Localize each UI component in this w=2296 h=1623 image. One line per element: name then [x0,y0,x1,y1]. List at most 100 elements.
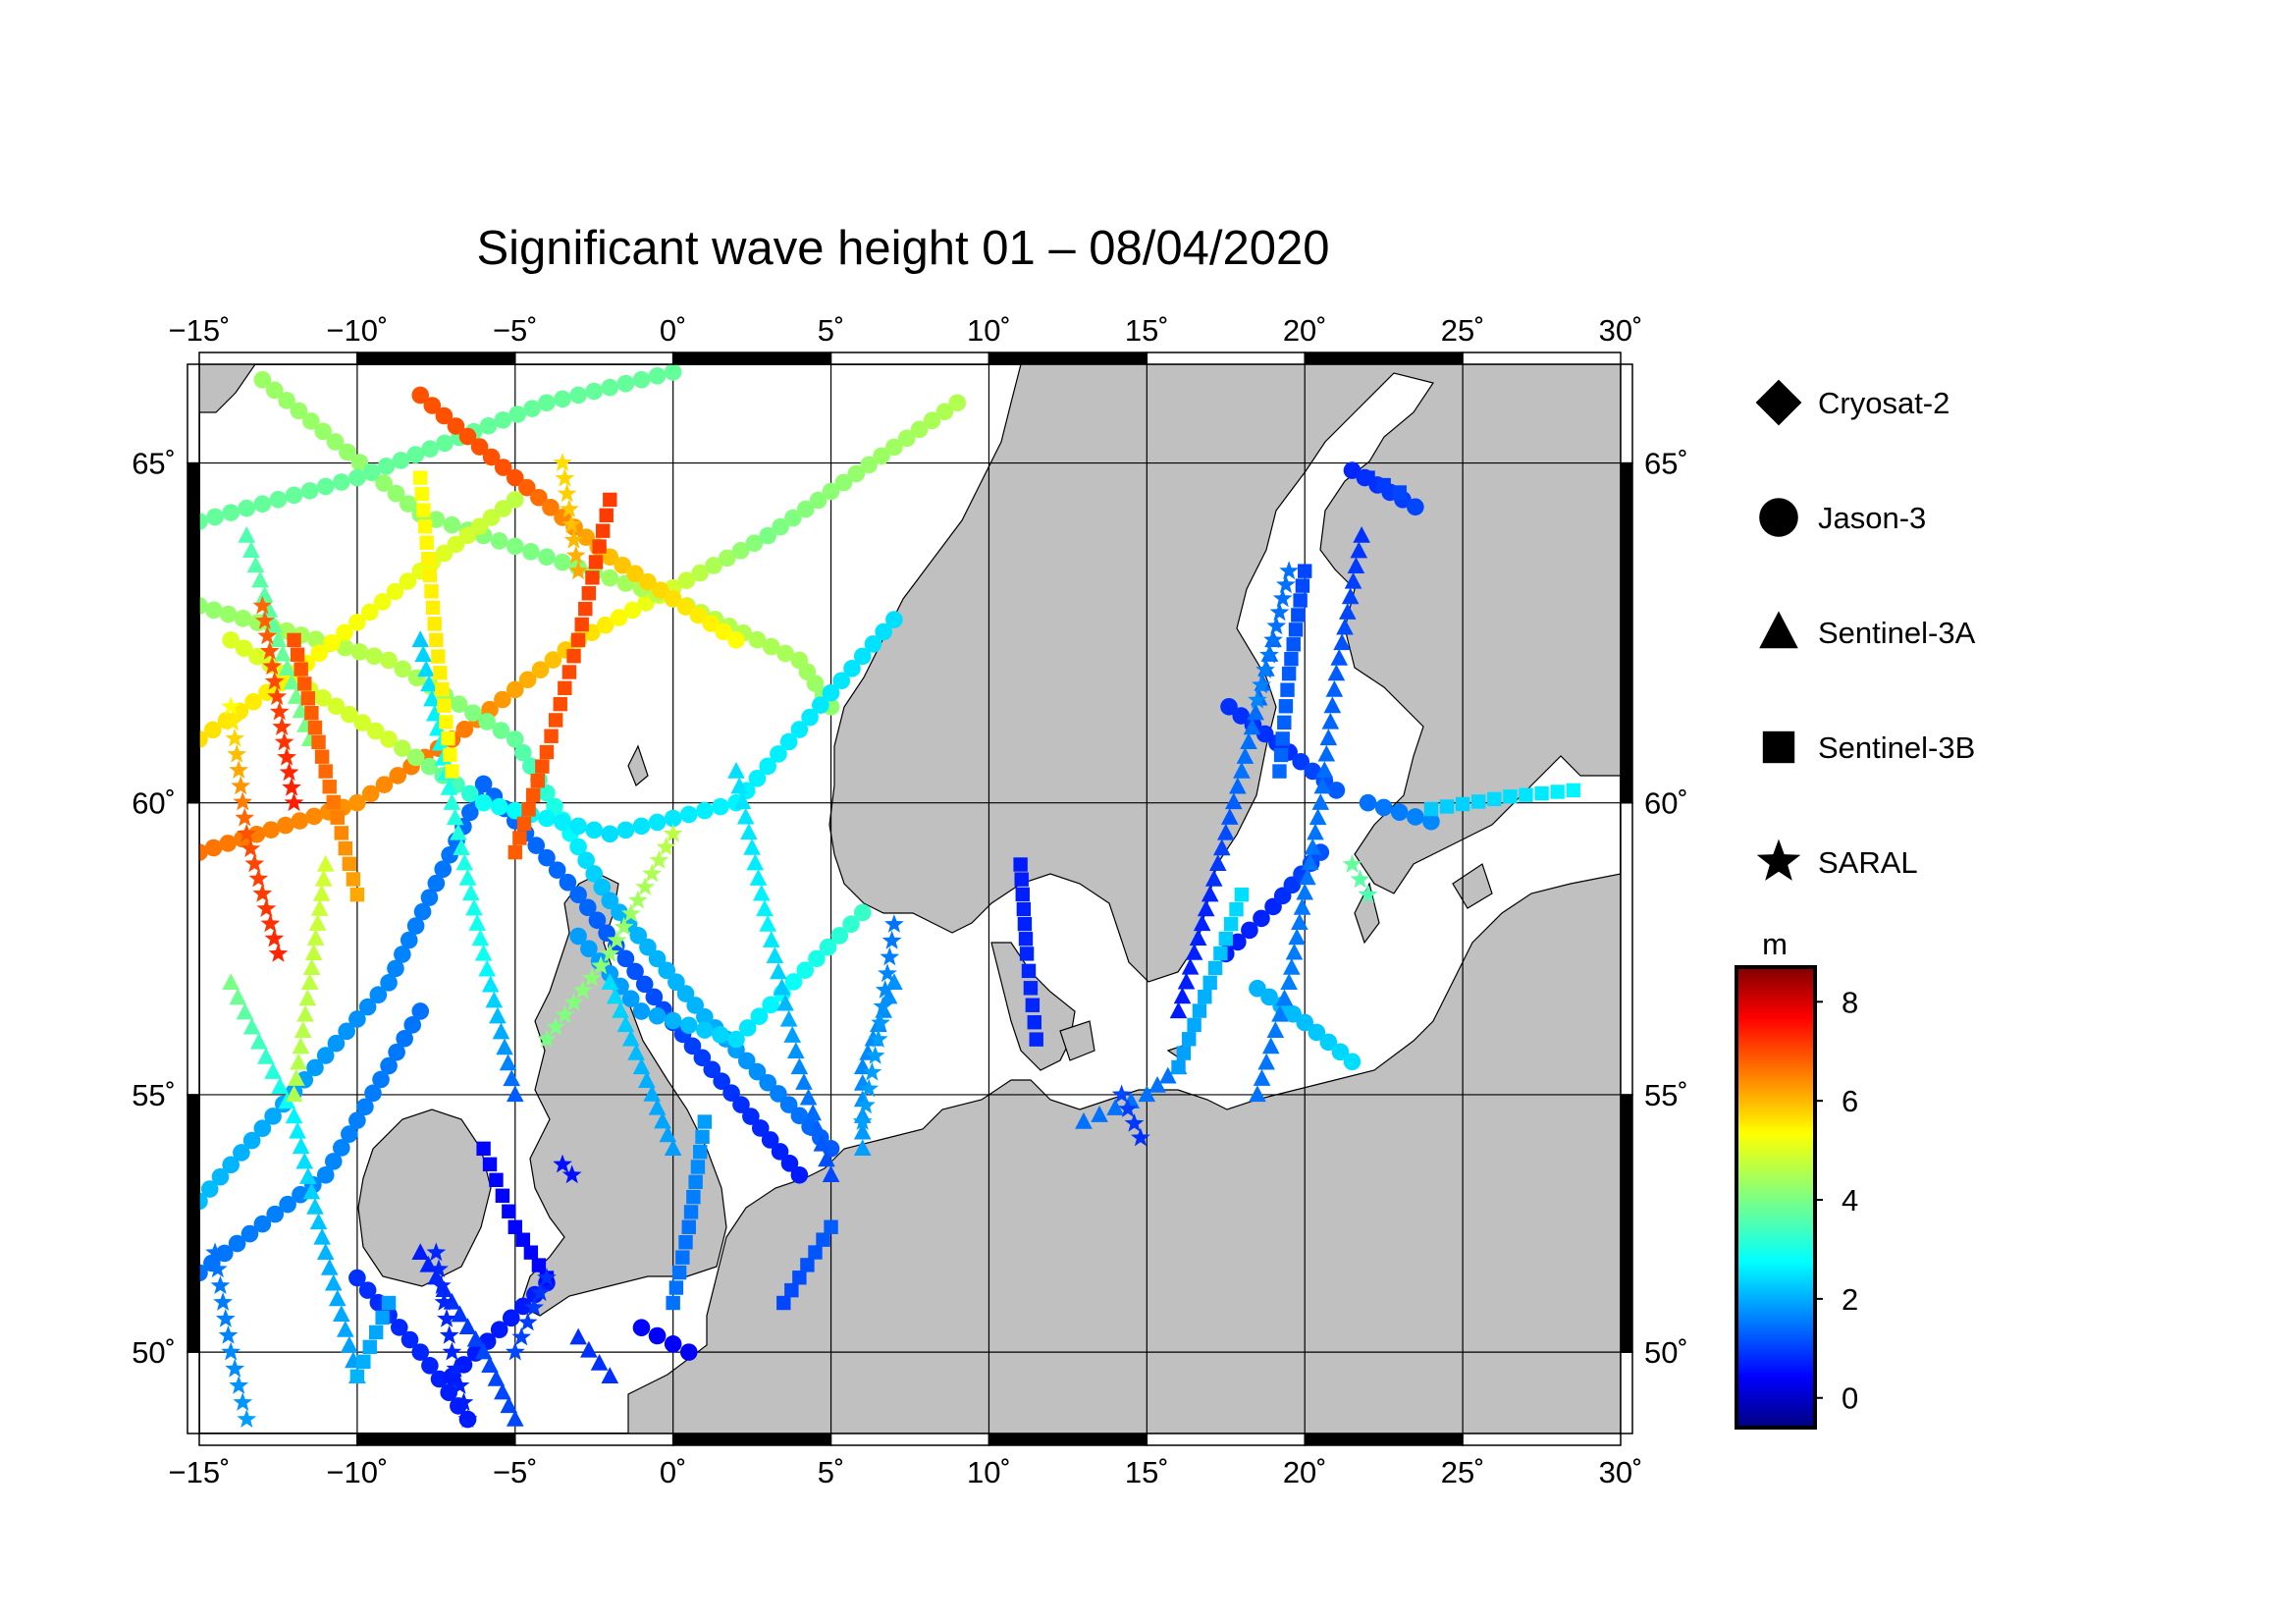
track-point [290,1053,307,1070]
track-point [222,631,240,649]
track-point [668,1280,684,1295]
track-point [348,793,366,812]
track-point [530,488,548,507]
track-point [531,661,550,678]
track-point [306,1197,324,1215]
track-point [312,884,331,901]
lat-tick-label: 65˚ [1644,447,1688,481]
track-point [1266,616,1287,635]
track-point [580,1340,598,1358]
track-point [431,649,446,664]
track-point [478,959,496,977]
track-point [808,1245,823,1260]
track-point [316,1243,335,1260]
track-point [727,631,745,649]
track-point [222,1156,240,1174]
track-point [853,647,872,666]
frame-bar-bottom [356,1433,516,1446]
track-point [648,949,667,968]
track-point [350,643,369,661]
track-point [558,680,572,696]
track-point [390,1319,408,1336]
track-point [1216,823,1235,840]
track-point [830,927,849,945]
track-point [676,598,695,616]
track-point [1023,981,1039,996]
track-point [824,1219,838,1234]
track-point [302,958,321,976]
track-point [648,813,667,832]
track-point [285,1107,303,1124]
lat-tick-label: 55˚ [132,1078,176,1112]
track-point [1278,699,1294,714]
track-point [784,973,803,991]
track-point [495,1188,510,1203]
track-point [539,744,555,760]
track-point [722,1084,740,1102]
track-point [801,708,819,727]
lon-tick-label: 15˚ [1125,313,1169,348]
track-point [523,1245,539,1260]
track-point [1471,794,1486,809]
track-point [269,490,288,509]
track-point [1169,1001,1188,1019]
track-point [792,1271,807,1285]
track-point [1192,1003,1207,1018]
track-point [322,780,337,794]
track-point [262,821,280,839]
track-point [235,639,253,658]
track-point [373,593,392,611]
track-point [253,1215,272,1233]
track-point [790,721,809,738]
track-point [853,1139,872,1157]
track-point [308,914,327,931]
track-point [697,1114,713,1129]
track-point [784,509,802,527]
track-point [555,467,575,487]
track-point [269,630,288,648]
track-point [766,947,784,964]
track-point [252,595,273,615]
ireland-land [357,1109,492,1287]
track-point [812,696,829,714]
track-point [790,1107,809,1125]
track-point [262,656,283,676]
track-point [746,853,765,871]
track-point [269,701,290,721]
track-point [569,886,587,904]
track-point [616,374,635,393]
track-point [570,632,586,648]
track-point [581,586,597,601]
track-point [1315,761,1334,778]
track-point [406,917,425,935]
track-point [234,610,252,627]
track-point [538,394,556,412]
track-point [776,1295,791,1311]
track-point [219,605,238,623]
track-point [1148,1075,1166,1093]
track-point [499,1054,517,1071]
track-point [679,1343,698,1361]
track-point [1350,869,1370,889]
lon-tick-label: −5˚ [493,1455,538,1489]
track-point [333,473,350,491]
track-point [555,1004,575,1024]
track-point [787,1042,805,1058]
track-point [235,807,255,827]
track-point [553,696,567,712]
track-point [626,565,644,583]
track-point [425,600,441,616]
track-point [742,1108,760,1125]
track-point [213,1292,233,1311]
track-point [852,1111,873,1130]
track-point [316,854,335,872]
track-point [762,637,780,656]
track-point [693,1049,712,1067]
track-point [292,1037,310,1055]
track-point [279,1195,296,1214]
track-point [288,687,305,704]
track-point [276,816,294,835]
track-point [585,865,604,883]
track-point [864,635,882,653]
track-point [875,980,895,999]
